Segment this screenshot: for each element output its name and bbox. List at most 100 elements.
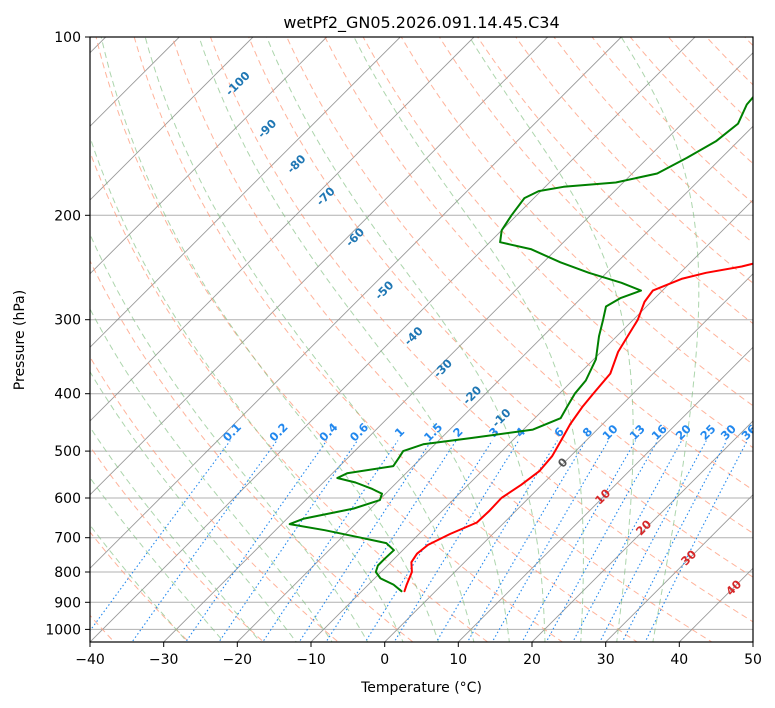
- mixing-ratio-line: [131, 440, 278, 642]
- moist-adiabat-label: -100: [223, 68, 253, 98]
- moist-adiabat-line: [353, 37, 584, 642]
- dry-adiabat-line: [400, 37, 753, 407]
- mixing-ratio-label: 10: [599, 422, 620, 443]
- isotherm-line: [236, 125, 753, 642]
- isotherm-line: [457, 346, 753, 642]
- mixing-ratio-line: [466, 440, 587, 642]
- mixing-ratio-line: [572, 440, 683, 642]
- moist-adiabat-line: [90, 426, 261, 642]
- dry-adiabat-line: [591, 37, 753, 204]
- isotherm-line: [752, 641, 753, 642]
- y-tick-label: 300: [54, 313, 81, 329]
- x-tick-label: 20: [523, 652, 541, 668]
- dry-adiabat-label: 20: [633, 517, 654, 538]
- mixing-ratio-label: 36: [738, 422, 759, 443]
- y-tick-label: 100: [54, 30, 81, 46]
- dry-adiabat-line: [90, 356, 340, 642]
- mixing-ratio-line: [599, 440, 707, 642]
- isotherm-line: [90, 37, 328, 275]
- isotherm-line: [531, 420, 753, 642]
- mixing-ratio-label: 6: [551, 424, 567, 440]
- x-tick-label: 30: [597, 652, 615, 668]
- dry-adiabat-line: [438, 37, 753, 366]
- isotherm-line: [163, 52, 753, 642]
- mixing-ratio-line: [644, 440, 748, 642]
- mixing-ratio-line: [435, 440, 558, 642]
- moist-adiabat-line: [90, 232, 369, 642]
- mixing-ratio-label: 2: [450, 424, 466, 440]
- isotherm-line: [310, 199, 753, 642]
- mixing-ratio-label: 13: [627, 422, 648, 443]
- y-tick-label: 200: [54, 208, 81, 224]
- dry-adiabat-line: [90, 445, 265, 642]
- y-tick-label: 900: [54, 595, 81, 611]
- y-tick-label: 400: [54, 387, 81, 403]
- moist-adiabat-label: -60: [343, 225, 368, 250]
- x-tick-label: 0: [380, 652, 389, 668]
- y-tick-label: 800: [54, 565, 81, 581]
- x-tick-label: 40: [670, 652, 688, 668]
- mixing-ratio-line: [545, 440, 659, 642]
- mixing-ratio-label: 1: [392, 424, 408, 440]
- background-lines: [90, 10, 775, 654]
- moist-adiabat-label: -30: [430, 356, 455, 381]
- x-tick-label: −30: [149, 652, 179, 668]
- isotherm-line: [90, 37, 549, 496]
- moist-adiabat-line: [266, 37, 546, 642]
- x-tick-label: −40: [75, 652, 105, 668]
- moist-adiabat-label: -50: [372, 278, 397, 303]
- moist-adiabat-label: -90: [255, 116, 280, 141]
- chart-title: wetPf2_GN05.2026.091.14.45.C34: [283, 13, 559, 33]
- dry-adiabat-label: 0: [555, 455, 571, 471]
- profile-series: [288, 95, 753, 593]
- x-tick-label: −20: [223, 652, 253, 668]
- moist-adiabat-line: [90, 308, 333, 642]
- x-tick-label: −10: [296, 652, 326, 668]
- isotherm-line: [90, 37, 696, 642]
- y-tick-label: 700: [54, 531, 81, 547]
- isotherm-line: [90, 37, 475, 422]
- mixing-ratio-line: [218, 440, 358, 642]
- moist-adiabat-line: [144, 37, 475, 642]
- mixing-ratio-line: [393, 440, 520, 642]
- moist-adiabat-label: -80: [284, 152, 309, 177]
- isotherm-line: [384, 273, 753, 642]
- isotherm-line: [90, 37, 401, 348]
- moist-adiabat-line: [90, 524, 188, 642]
- mixing-ratio-line: [521, 440, 637, 642]
- isotherm-line: [605, 494, 753, 642]
- dry-adiabat-label: 10: [592, 486, 613, 507]
- mixing-ratio-label: 0.2: [266, 420, 290, 444]
- moist-adiabat-line: [100, 37, 440, 642]
- x-tick-label: 50: [744, 652, 762, 668]
- mixing-ratio-label: 25: [697, 422, 718, 443]
- isotherm-line: [678, 567, 753, 642]
- dry-adiabat-line: [477, 37, 753, 325]
- dry-adiabat-line: [324, 37, 753, 491]
- mixing-ratio-label: 0.6: [347, 420, 371, 444]
- moist-adiabat-line: [90, 135, 404, 642]
- dry-adiabat-line: [515, 37, 753, 284]
- dry-adiabat-line: [248, 37, 753, 578]
- temperature-profile-line: [403, 262, 753, 593]
- dry-adiabat-line: [362, 37, 753, 449]
- dry-adiabat-line: [756, 10, 775, 654]
- moist-adiabat-line: [620, 37, 700, 642]
- mixing-ratio-label: 0.1: [220, 420, 244, 444]
- moist-adiabat-label: -70: [313, 184, 338, 209]
- mixing-ratio-label: 1.5: [421, 420, 445, 444]
- dry-adiabat-line: [133, 37, 638, 642]
- dry-adiabat-line: [286, 37, 753, 534]
- mixing-ratio-line: [262, 440, 399, 642]
- mixing-ratio-line: [621, 440, 728, 642]
- mixing-ratio-line: [298, 440, 432, 642]
- isotherm-line: [90, 37, 254, 201]
- mixing-ratio-label: 8: [580, 424, 596, 440]
- y-tick-label: 500: [54, 444, 81, 460]
- dry-adiabat-line: [90, 150, 489, 642]
- dry-adiabat-line: [629, 37, 753, 165]
- moist-adiabat-line: [90, 370, 297, 642]
- plot-frame: [89, 36, 754, 643]
- mixing-ratio-label: 16: [649, 422, 670, 443]
